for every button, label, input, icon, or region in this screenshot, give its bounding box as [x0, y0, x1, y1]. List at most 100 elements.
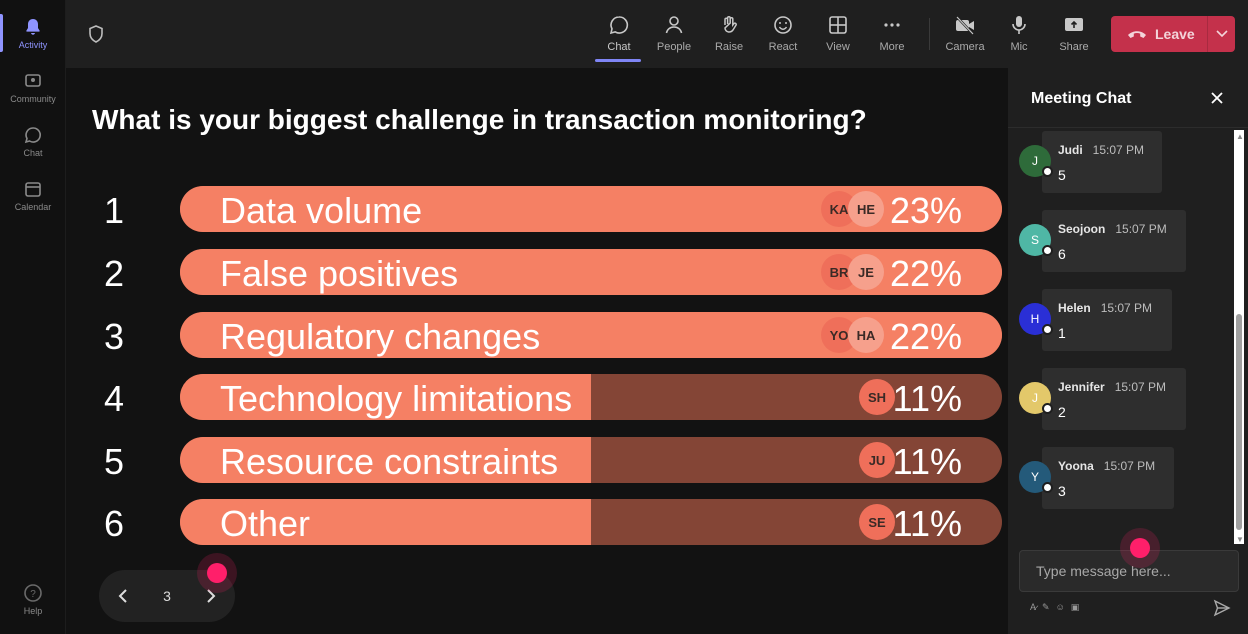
avatar[interactable]: S	[1019, 224, 1053, 256]
close-icon[interactable]	[1209, 90, 1225, 106]
chat-message[interactable]: Jennifer 15:07 PM 2 J	[1008, 368, 1232, 432]
people-button-label: People	[656, 41, 692, 53]
poll-option-row: 3 Regulatory changes YO HA 22%	[66, 312, 1008, 360]
avatar[interactable]: H	[1019, 303, 1053, 335]
chat-message[interactable]: Helen 15:07 PM 1 H	[1008, 289, 1232, 353]
chat-message-header: Jennifer 15:07 PM	[1058, 378, 1170, 396]
voter-avatar: SH	[859, 379, 895, 415]
shield-icon[interactable]	[86, 24, 106, 44]
poll-stage: What is your biggest challenge in transa…	[66, 68, 1008, 634]
react-button-label: React	[768, 41, 798, 53]
avatar-initial: S	[1030, 233, 1039, 247]
poll-option-row: 5 Resource constraints JU 11%	[66, 437, 1008, 485]
message-text: 2	[1058, 404, 1066, 420]
message-time: 15:07 PM	[1092, 143, 1145, 157]
people-button[interactable]: People	[648, 8, 700, 60]
send-icon[interactable]	[1213, 599, 1231, 617]
chat-message-header: Seojoon 15:07 PM	[1058, 220, 1170, 238]
camera-button[interactable]: Camera	[939, 8, 991, 60]
leave-button-label: Leave	[1155, 26, 1195, 42]
rail-item-activity[interactable]: Activity	[0, 8, 66, 58]
community-icon	[25, 73, 41, 87]
raise-hand-button-label: Raise	[714, 41, 744, 53]
chat-message[interactable]: Judi 15:07 PM 5 J	[1008, 131, 1232, 195]
more-dots-icon	[884, 23, 900, 27]
hang-up-icon	[1128, 31, 1146, 38]
poll-option-percent: 22%	[889, 253, 962, 294]
avatar-initial: J	[1032, 391, 1038, 405]
attach-icon[interactable]: ✎	[1042, 602, 1050, 612]
emoji-icon[interactable]: ☺	[1055, 602, 1065, 612]
poll-option-label: Technology limitations	[220, 378, 573, 419]
poll-option-row: 4 Technology limitations SH 11%	[66, 374, 1008, 422]
leave-button[interactable]: Leave	[1111, 16, 1235, 52]
more-button[interactable]: More	[866, 8, 918, 60]
rail-label-community: Community	[10, 93, 56, 104]
bell-icon	[26, 18, 40, 35]
calendar-icon	[25, 181, 41, 197]
chat-message-header: Helen 15:07 PM	[1058, 299, 1156, 317]
view-button-label: View	[826, 41, 850, 53]
rail-item-calendar[interactable]: Calendar	[0, 170, 66, 220]
scrollbar-thumb[interactable]	[1236, 314, 1242, 530]
hand-icon	[724, 16, 737, 33]
leave-main[interactable]: Leave	[1111, 16, 1207, 52]
chevron-right-icon[interactable]	[201, 587, 219, 605]
voter-avatar: JE	[848, 254, 884, 290]
chat-scrollbar[interactable]: ▲ ▼	[1234, 130, 1244, 544]
toolbar-divider	[929, 18, 930, 50]
poll-question: What is your biggest challenge in transa…	[92, 104, 867, 135]
rail-item-community[interactable]: Community	[0, 62, 66, 112]
chat-bubble: Judi 15:07 PM 5	[1042, 131, 1162, 193]
presence-status-icon	[1042, 245, 1053, 256]
message-input[interactable]	[1036, 563, 1222, 579]
meeting-toolbar: Chat People Raise React View More Camera…	[66, 0, 1248, 68]
app-rail: Activity Community Chat Calendar ? Help	[0, 0, 66, 634]
share-button-label: Share	[1059, 41, 1089, 53]
avatar[interactable]: J	[1019, 382, 1053, 414]
chat-button[interactable]: Chat	[593, 8, 645, 62]
scroll-down-icon[interactable]: ▼	[1236, 535, 1244, 544]
chat-bubble: Yoona 15:07 PM 3	[1042, 447, 1174, 509]
rail-label-chat: Chat	[23, 147, 43, 158]
message-text: 1	[1058, 325, 1066, 341]
scroll-up-icon[interactable]: ▲	[1236, 132, 1244, 141]
svg-text:?: ?	[30, 589, 36, 600]
poll-option-percent: 11%	[892, 441, 962, 482]
avatar[interactable]: Y	[1019, 461, 1053, 493]
chat-bubble: Seojoon 15:07 PM 6	[1042, 210, 1186, 272]
presence-status-icon	[1042, 324, 1053, 335]
mic-button[interactable]: Mic	[993, 8, 1045, 60]
format-icon[interactable]: A̷	[1030, 602, 1037, 612]
compose-toolbar: A̷ ✎ ☺ ▣	[1030, 602, 1079, 613]
rail-item-help[interactable]: ? Help	[0, 574, 66, 624]
poll-option-number: 3	[104, 316, 125, 357]
message-text: 3	[1058, 483, 1066, 499]
camera-button-label: Camera	[945, 41, 985, 53]
poll-option-bar: Other SE 11%	[180, 499, 1002, 545]
poll-option-percent: 23%	[889, 190, 962, 231]
poll-option-percent: 11%	[892, 503, 962, 544]
poll-option-fill	[180, 437, 591, 483]
message-text: 6	[1058, 246, 1066, 262]
view-button[interactable]: View	[812, 8, 864, 60]
mic-icon	[1012, 16, 1026, 34]
poll-option-row: 1 Data volume KA HE 23%	[66, 186, 1008, 234]
rail-item-chat[interactable]: Chat	[0, 116, 66, 166]
avatar-initial: Y	[1030, 470, 1039, 484]
message-compose-box[interactable]	[1019, 550, 1239, 592]
poll-option-label: False positives	[220, 253, 459, 294]
leave-options-button[interactable]	[1207, 16, 1235, 52]
chat-message[interactable]: Seojoon 15:07 PM 6 S	[1008, 210, 1232, 274]
chat-message[interactable]: Yoona 15:07 PM 3 Y	[1008, 447, 1232, 511]
people-icon	[665, 16, 683, 34]
gif-icon[interactable]: ▣	[1070, 602, 1080, 612]
avatar-initial: J	[1032, 154, 1038, 168]
message-time: 15:07 PM	[1100, 301, 1153, 315]
avatar[interactable]: J	[1019, 145, 1053, 177]
react-button[interactable]: React	[757, 8, 809, 60]
meeting-chat-panel: Meeting Chat Judi 15:07 PM 5 J Seojoon 15:07 …	[1008, 68, 1248, 634]
share-button[interactable]: Share	[1048, 8, 1100, 60]
chevron-left-icon[interactable]	[115, 587, 133, 605]
raise-hand-button[interactable]: Raise	[703, 8, 755, 60]
